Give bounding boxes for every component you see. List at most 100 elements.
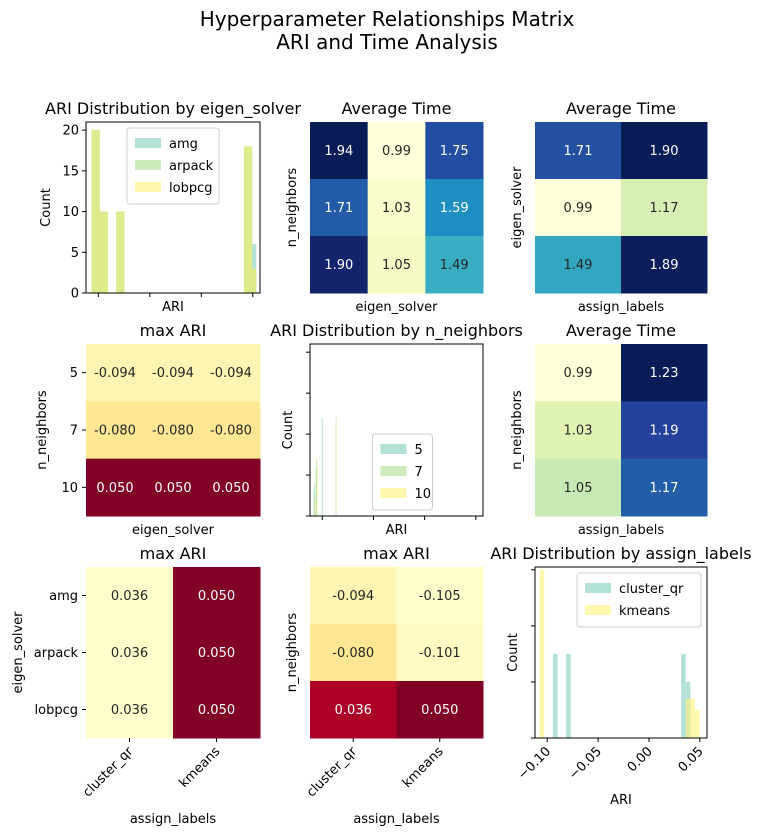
histogram-bar-cluster_qr bbox=[552, 653, 558, 738]
x-tick-label: cluster_qr bbox=[80, 744, 137, 801]
heatmap-cell bbox=[425, 179, 484, 237]
y-axis-label: n_neighbors bbox=[510, 390, 525, 470]
cell-value-label: 1.23 bbox=[650, 366, 679, 381]
cell-value-label: 1.05 bbox=[382, 258, 411, 273]
heatmap-cell bbox=[535, 122, 622, 180]
histogram-bar-cluster_qr bbox=[681, 653, 686, 738]
cell-value-label: 1.17 bbox=[650, 201, 679, 216]
figure-title-line1: Hyperparameter Relationships Matrix bbox=[200, 7, 575, 31]
heatmap-cell bbox=[86, 458, 145, 517]
y-axis-label: n_neighbors bbox=[285, 613, 300, 693]
cell-value-label: 0.050 bbox=[96, 481, 133, 496]
cell-value-label: 0.036 bbox=[335, 703, 372, 718]
y-tick-label: 0 bbox=[71, 287, 79, 302]
histogram-bar-lobpcg bbox=[116, 211, 125, 293]
histogram-bar-10 bbox=[314, 499, 316, 516]
histogram-bar-amg bbox=[252, 244, 257, 293]
plot-frame bbox=[309, 343, 484, 517]
cell-value-label: 0.050 bbox=[154, 481, 191, 496]
histogram-bar-kmeans bbox=[694, 709, 700, 738]
y-tick-label: lobpcg bbox=[35, 703, 78, 718]
cell-value-label: 0.036 bbox=[111, 646, 148, 661]
cell-value-label: -0.094 bbox=[332, 589, 374, 604]
cell-value-label: 1.03 bbox=[564, 424, 593, 439]
x-tick-label: 0.05 bbox=[676, 744, 707, 775]
histogram-bar-10 bbox=[316, 466, 318, 516]
heatmap-cell bbox=[621, 122, 708, 180]
y-tick-label: 5 bbox=[70, 366, 78, 381]
heatmap-cell bbox=[202, 458, 261, 517]
heatmap-cell bbox=[535, 344, 622, 402]
heatmap-cell bbox=[425, 122, 484, 180]
histogram-bar-5 bbox=[321, 417, 323, 516]
y-axis-label: n_neighbors bbox=[35, 390, 50, 470]
heatmap-cell bbox=[144, 458, 203, 517]
y-axis-label: eigen_solver bbox=[510, 166, 525, 249]
x-axis-label: ARI bbox=[386, 523, 408, 538]
legend-swatch bbox=[380, 466, 407, 476]
cell-value-label: 1.59 bbox=[440, 201, 469, 216]
histogram-bar-kmeans bbox=[685, 698, 695, 738]
heatmap-cell bbox=[367, 122, 426, 180]
panel-title: ARI Distribution by n_neighbors bbox=[270, 321, 523, 341]
x-axis-label: eigen_solver bbox=[356, 300, 439, 315]
histogram-bar-5 bbox=[313, 491, 315, 516]
panel-title: max ARI bbox=[363, 544, 430, 563]
histogram-bar-7 bbox=[316, 458, 318, 516]
histogram-bar-cluster_qr bbox=[566, 653, 571, 738]
x-axis-label: assign_labels bbox=[578, 523, 665, 538]
heatmap-cell bbox=[86, 624, 174, 682]
panel-title: ARI Distribution by assign_labels bbox=[490, 544, 751, 564]
histogram-bar-7 bbox=[314, 483, 316, 516]
heatmap-cell bbox=[621, 458, 708, 517]
x-axis-label: assign_labels bbox=[353, 812, 440, 827]
cell-value-label: 0.99 bbox=[382, 144, 411, 159]
cell-value-label: 1.90 bbox=[324, 258, 353, 273]
heatmap-cell bbox=[535, 401, 622, 460]
heatmap-cell bbox=[310, 681, 397, 739]
heatmap-cell bbox=[86, 567, 174, 625]
cell-value-label: 1.71 bbox=[324, 201, 353, 216]
cell-value-label: 1.94 bbox=[324, 144, 353, 159]
y-tick-label: 10 bbox=[62, 205, 79, 220]
legend-swatch bbox=[135, 138, 161, 148]
heatmap-cell bbox=[173, 681, 261, 739]
heatmap-cell bbox=[367, 179, 426, 237]
panel-title: Average Time bbox=[342, 99, 452, 118]
histogram-bar-lobpcg bbox=[243, 146, 253, 293]
legend-entry: lobpcg bbox=[169, 181, 212, 196]
y-tick-label: 5 bbox=[71, 246, 79, 261]
heatmap-cell bbox=[621, 236, 708, 294]
heatmap-cell bbox=[86, 344, 145, 402]
cell-value-label: 1.89 bbox=[650, 258, 679, 273]
heatmap-cell bbox=[425, 236, 484, 294]
heatmap-cell bbox=[367, 236, 426, 294]
x-axis-label: eigen_solver bbox=[132, 523, 215, 538]
heatmap-cell bbox=[202, 401, 261, 460]
heatmap-cell bbox=[535, 179, 622, 237]
cell-value-label: -0.094 bbox=[94, 366, 136, 381]
cell-value-label: -0.094 bbox=[210, 366, 252, 381]
histogram-bar-7 bbox=[335, 417, 337, 516]
legend-entry: kmeans bbox=[619, 604, 670, 619]
cell-value-label: 0.050 bbox=[198, 646, 235, 661]
cell-value-label: 1.19 bbox=[650, 424, 679, 439]
histogram-bar-lobpcg bbox=[99, 211, 109, 293]
x-axis-label: assign_labels bbox=[578, 300, 665, 315]
heatmap-cell bbox=[310, 624, 397, 682]
heatmap-cell bbox=[86, 681, 174, 739]
heatmap-cell bbox=[396, 567, 484, 625]
legend-entry: cluster_qr bbox=[619, 582, 684, 597]
legend-swatch bbox=[135, 182, 161, 192]
x-axis-label: ARI bbox=[162, 300, 184, 315]
cell-value-label: -0.105 bbox=[419, 589, 461, 604]
cell-value-label: 0.99 bbox=[564, 366, 593, 381]
histogram-bar-lobpcg bbox=[91, 130, 100, 293]
heatmap-cell bbox=[310, 179, 369, 237]
y-axis-label: Count bbox=[39, 188, 54, 227]
x-tick-label: cluster_qr bbox=[304, 744, 361, 801]
x-axis-label: ARI bbox=[610, 793, 632, 808]
panel-title: max ARI bbox=[140, 321, 207, 340]
heatmap-cell bbox=[621, 179, 708, 237]
